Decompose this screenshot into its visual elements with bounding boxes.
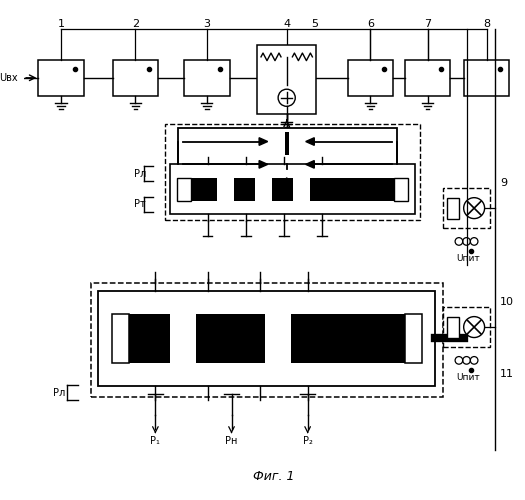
Text: 6: 6 [367, 18, 374, 28]
Text: Uпит: Uпит [457, 254, 480, 263]
Bar [443, 307, 490, 347]
Text: Фиг. 1: Фиг. 1 [253, 470, 294, 483]
Text: 2: 2 [132, 18, 139, 28]
Bar [165, 124, 420, 220]
Bar [464, 60, 509, 96]
Text: P₁: P₁ [151, 436, 160, 446]
Bar [177, 178, 407, 201]
Text: Uвх: Uвх [0, 73, 17, 83]
Text: Pн: Pн [225, 436, 238, 446]
Bar [112, 314, 422, 363]
Polygon shape [306, 160, 314, 168]
Polygon shape [283, 178, 290, 186]
Bar [293, 178, 310, 201]
Bar [255, 178, 272, 201]
Text: 1: 1 [58, 18, 65, 28]
Bar [178, 128, 397, 186]
Bar [98, 291, 435, 386]
Text: 10: 10 [500, 298, 514, 308]
Text: P₂: P₂ [303, 436, 312, 446]
Bar [170, 314, 196, 363]
Bar [112, 314, 129, 363]
Text: Uпит: Uпит [457, 373, 480, 382]
Bar [170, 164, 415, 214]
Polygon shape [259, 160, 268, 168]
Bar [38, 60, 84, 96]
Text: Pл: Pл [52, 388, 65, 398]
Bar [265, 314, 291, 363]
Bar [285, 132, 289, 155]
Bar [443, 188, 490, 228]
Text: 4: 4 [283, 18, 290, 28]
Polygon shape [259, 138, 268, 145]
Bar [394, 178, 407, 201]
Bar [184, 60, 229, 96]
Bar [91, 284, 443, 398]
Text: Pт: Pт [134, 200, 146, 209]
Text: 7: 7 [424, 18, 431, 28]
Bar [257, 46, 316, 114]
Text: 9: 9 [500, 178, 507, 188]
Text: 5: 5 [311, 18, 318, 28]
Text: 3: 3 [203, 18, 211, 28]
Bar [447, 198, 459, 218]
Polygon shape [306, 138, 314, 145]
Bar [112, 60, 158, 96]
Bar [348, 60, 393, 96]
Bar [217, 178, 234, 201]
Bar [177, 178, 191, 201]
Text: Pл: Pл [134, 169, 146, 179]
Text: 8: 8 [483, 18, 490, 28]
Bar [447, 316, 459, 338]
Text: 11: 11 [500, 368, 514, 378]
Bar [405, 314, 422, 363]
Bar [405, 60, 450, 96]
